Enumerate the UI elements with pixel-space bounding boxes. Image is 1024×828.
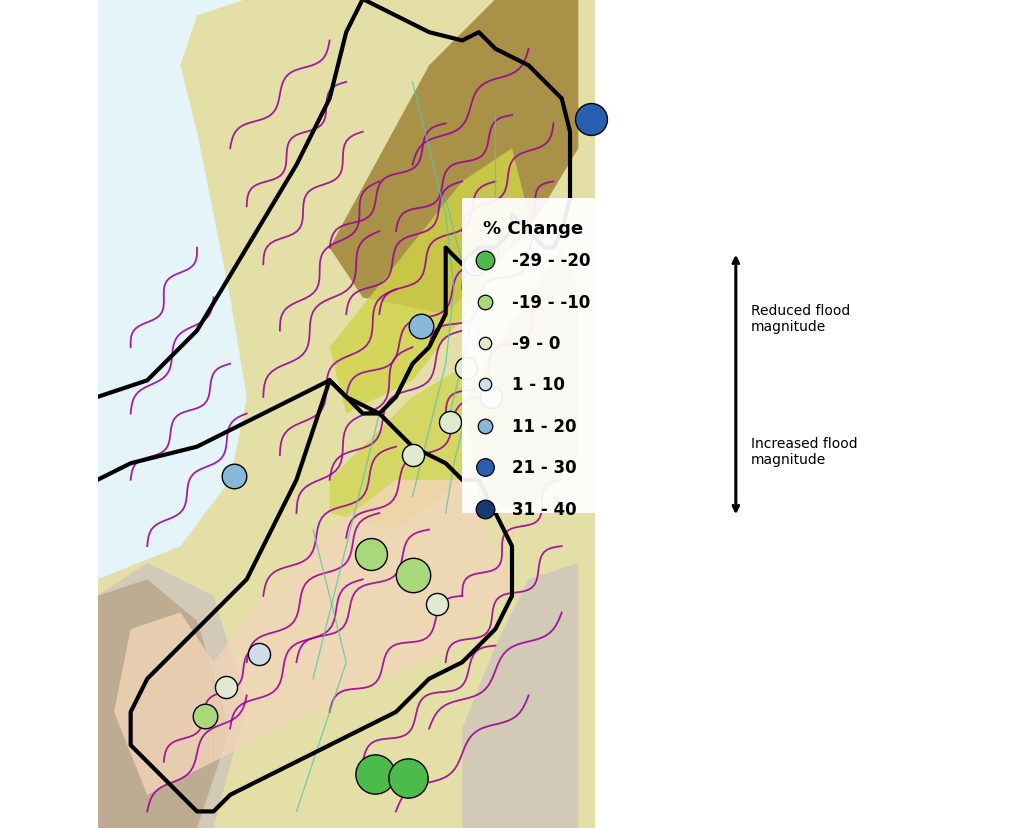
Text: Reduced flood
magnitude: Reduced flood magnitude	[751, 304, 850, 334]
Polygon shape	[97, 33, 247, 580]
Polygon shape	[97, 580, 230, 828]
Polygon shape	[330, 348, 512, 530]
Point	[226, 469, 243, 483]
Point	[483, 391, 500, 404]
Text: -19 - -10: -19 - -10	[512, 293, 590, 311]
Polygon shape	[462, 248, 579, 513]
Point	[458, 362, 474, 375]
Polygon shape	[214, 480, 512, 762]
Polygon shape	[462, 563, 579, 828]
Point	[218, 681, 234, 694]
Point	[477, 337, 494, 350]
Text: 21 - 30: 21 - 30	[512, 459, 577, 477]
Polygon shape	[97, 563, 247, 828]
Text: -29 - -20: -29 - -20	[512, 252, 591, 270]
Text: 31 - 40: 31 - 40	[512, 500, 577, 518]
Point	[413, 320, 429, 334]
Point	[367, 768, 383, 781]
Text: -9 - 0: -9 - 0	[512, 335, 560, 353]
Point	[477, 296, 494, 309]
Point	[197, 710, 213, 723]
Point	[467, 258, 483, 272]
Polygon shape	[114, 613, 214, 795]
Point	[404, 449, 421, 462]
Point	[477, 461, 494, 474]
Point	[362, 548, 379, 561]
Point	[400, 772, 417, 785]
Polygon shape	[97, 0, 180, 83]
Point	[477, 420, 494, 433]
Point	[477, 378, 494, 392]
Polygon shape	[97, 0, 247, 580]
Point	[583, 113, 599, 127]
Text: 1 - 10: 1 - 10	[512, 376, 565, 394]
Text: % Change: % Change	[483, 219, 583, 238]
Point	[477, 503, 494, 516]
Text: Increased flood
magnitude: Increased flood magnitude	[751, 436, 857, 466]
FancyBboxPatch shape	[462, 199, 711, 513]
Point	[441, 416, 458, 429]
Polygon shape	[330, 149, 528, 414]
Point	[429, 598, 445, 611]
Point	[404, 569, 421, 582]
Point	[477, 254, 494, 267]
Text: 11 - 20: 11 - 20	[512, 417, 577, 436]
Polygon shape	[330, 0, 579, 315]
Point	[251, 647, 267, 661]
Bar	[97, 0, 595, 828]
